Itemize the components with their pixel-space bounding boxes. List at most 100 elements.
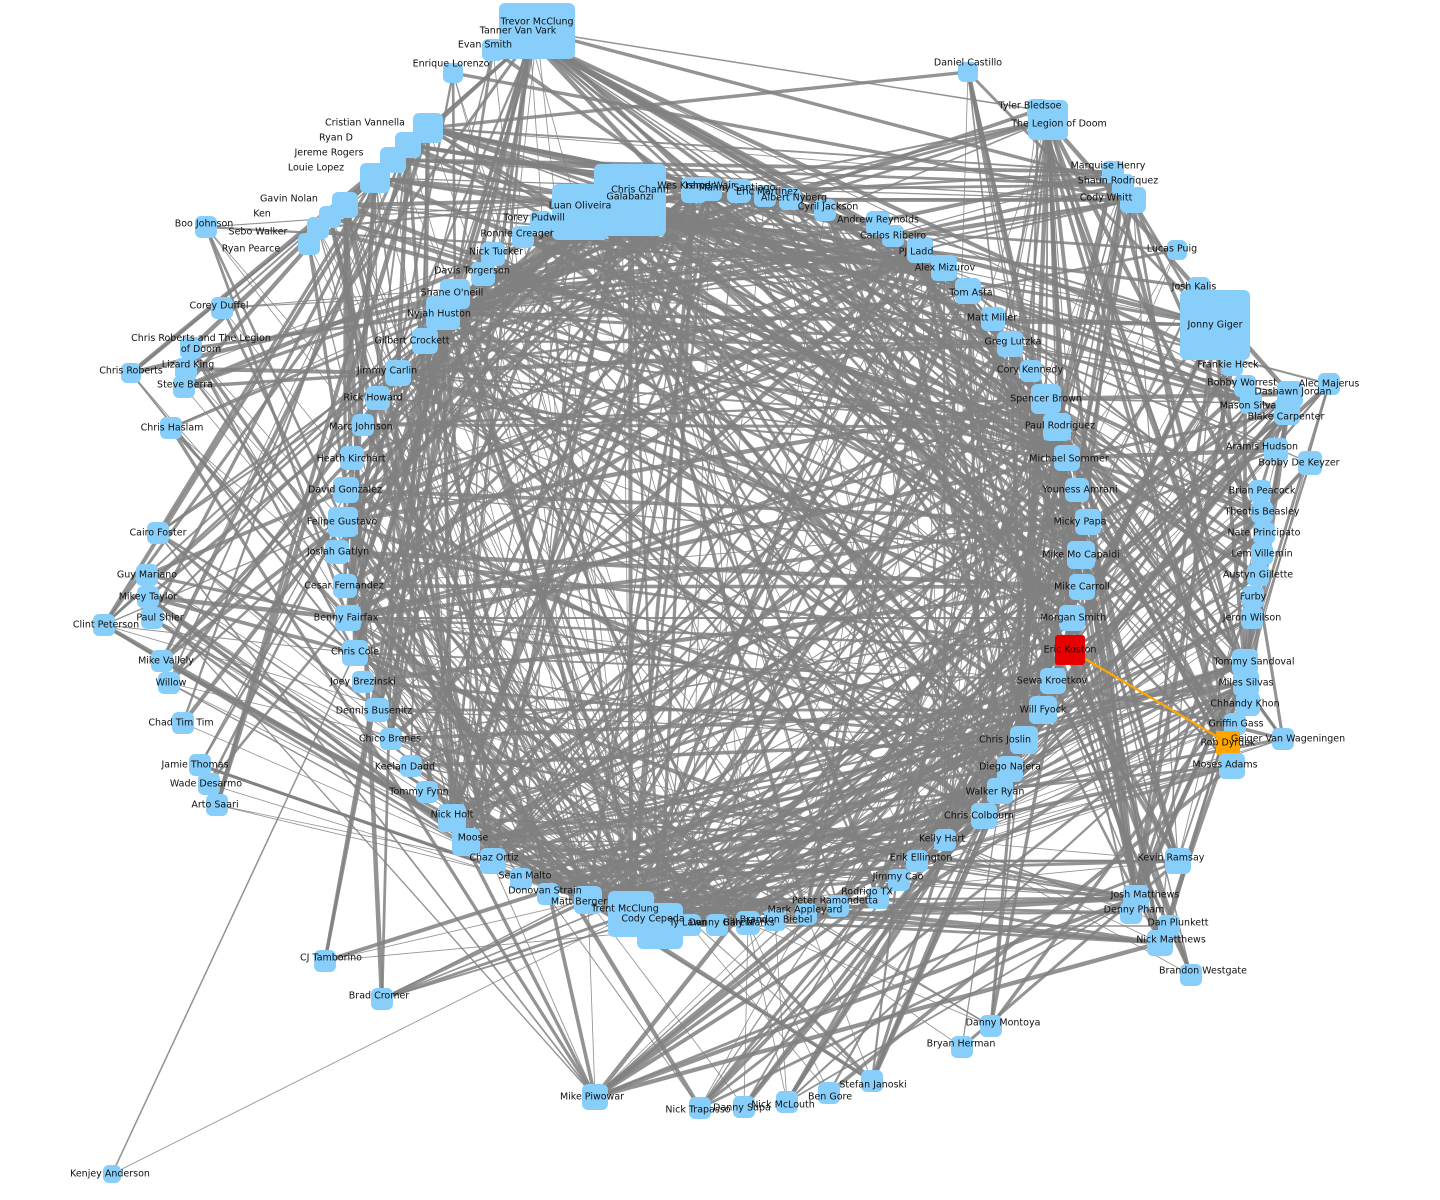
graph-node[interactable] bbox=[1055, 635, 1085, 665]
graph-node[interactable] bbox=[997, 756, 1023, 782]
graph-node[interactable] bbox=[736, 911, 760, 935]
graph-node[interactable] bbox=[333, 574, 357, 598]
graph-node[interactable] bbox=[1224, 713, 1246, 735]
graph-node[interactable] bbox=[482, 39, 504, 61]
graph-node[interactable] bbox=[342, 640, 368, 666]
graph-node[interactable] bbox=[1028, 100, 1068, 140]
graph-node[interactable] bbox=[325, 540, 349, 564]
graph-node[interactable] bbox=[1180, 290, 1250, 360]
graph-node[interactable] bbox=[1054, 445, 1080, 471]
graph-node[interactable] bbox=[175, 358, 197, 380]
graph-node[interactable] bbox=[1274, 399, 1300, 425]
graph-node[interactable] bbox=[366, 386, 390, 410]
graph-node[interactable] bbox=[776, 1091, 798, 1113]
graph-node[interactable] bbox=[1120, 187, 1146, 213]
graph-node[interactable] bbox=[934, 829, 956, 851]
graph-node[interactable] bbox=[1167, 240, 1187, 260]
graph-node[interactable] bbox=[360, 163, 390, 193]
graph-node[interactable] bbox=[172, 712, 194, 734]
graph-node[interactable] bbox=[352, 414, 374, 436]
graph-node[interactable] bbox=[827, 895, 849, 917]
graph-node[interactable] bbox=[93, 614, 115, 636]
graph-node[interactable] bbox=[1234, 375, 1256, 397]
graph-node[interactable] bbox=[512, 226, 534, 248]
graph-node[interactable] bbox=[1253, 522, 1275, 544]
graph-node[interactable] bbox=[1233, 670, 1259, 696]
graph-node[interactable] bbox=[1075, 509, 1101, 535]
graph-node[interactable] bbox=[1298, 451, 1322, 475]
graph-node[interactable] bbox=[189, 754, 211, 776]
graph-node[interactable] bbox=[335, 605, 361, 631]
graph-node[interactable] bbox=[733, 1096, 755, 1118]
graph-node[interactable] bbox=[340, 446, 364, 470]
graph-node[interactable] bbox=[1219, 753, 1245, 779]
graph-node[interactable] bbox=[160, 417, 182, 439]
graph-node[interactable] bbox=[1240, 392, 1262, 414]
graph-node[interactable] bbox=[1272, 728, 1294, 750]
graph-node[interactable] bbox=[867, 887, 889, 909]
graph-node[interactable] bbox=[679, 914, 701, 936]
graph-node[interactable] bbox=[412, 328, 438, 354]
graph-node[interactable] bbox=[1147, 930, 1173, 956]
graph-node[interactable] bbox=[151, 650, 173, 672]
graph-node[interactable] bbox=[141, 607, 163, 629]
graph-node[interactable] bbox=[955, 278, 981, 304]
graph-node[interactable] bbox=[147, 522, 169, 544]
graph-node[interactable] bbox=[1251, 543, 1273, 565]
graph-node[interactable] bbox=[971, 803, 997, 829]
graph-node[interactable] bbox=[537, 883, 559, 905]
graph-node[interactable] bbox=[637, 903, 683, 949]
graph-node[interactable] bbox=[1236, 692, 1260, 716]
graph-node[interactable] bbox=[173, 376, 195, 398]
graph-node[interactable] bbox=[438, 804, 466, 832]
graph-node[interactable] bbox=[1242, 586, 1264, 608]
graph-node[interactable] bbox=[1020, 360, 1042, 382]
graph-node[interactable] bbox=[907, 237, 933, 263]
graph-node[interactable] bbox=[861, 1070, 883, 1092]
graph-node[interactable] bbox=[574, 886, 602, 914]
graph-node[interactable] bbox=[180, 337, 202, 359]
graph-node[interactable] bbox=[888, 869, 910, 891]
graph-node[interactable] bbox=[365, 698, 389, 722]
graph-node[interactable] bbox=[1010, 726, 1038, 754]
graph-node[interactable] bbox=[698, 177, 722, 201]
graph-node[interactable] bbox=[103, 1165, 121, 1183]
graph-node[interactable] bbox=[480, 848, 506, 874]
graph-node[interactable] bbox=[1040, 668, 1066, 694]
graph-node[interactable] bbox=[997, 331, 1023, 357]
graph-node[interactable] bbox=[1251, 501, 1273, 523]
graph-node[interactable] bbox=[121, 363, 141, 383]
graph-node[interactable] bbox=[981, 307, 1005, 331]
graph-node[interactable] bbox=[1029, 696, 1057, 724]
graph-node[interactable] bbox=[206, 794, 228, 816]
graph-node[interactable] bbox=[1043, 413, 1071, 441]
graph-node[interactable] bbox=[1165, 848, 1191, 874]
graph-node[interactable] bbox=[1067, 541, 1095, 569]
graph-node[interactable] bbox=[1180, 964, 1202, 986]
graph-node[interactable] bbox=[158, 672, 180, 694]
graph-node[interactable] bbox=[931, 255, 957, 281]
graph-node[interactable] bbox=[136, 564, 158, 586]
graph-node[interactable] bbox=[1069, 574, 1095, 600]
graph-node[interactable] bbox=[328, 507, 358, 537]
graph-node[interactable] bbox=[1249, 480, 1271, 502]
graph-node[interactable] bbox=[352, 671, 374, 693]
graph-node[interactable] bbox=[1065, 478, 1089, 502]
graph-node[interactable] bbox=[1241, 607, 1263, 629]
graph-node[interactable] bbox=[754, 185, 776, 207]
graph-node[interactable] bbox=[195, 216, 217, 238]
graph-node[interactable] bbox=[510, 868, 532, 890]
graph-node[interactable] bbox=[1247, 564, 1269, 586]
graph-node[interactable] bbox=[137, 586, 159, 608]
graph-node[interactable] bbox=[987, 778, 1013, 804]
graph-node[interactable] bbox=[314, 950, 336, 972]
graph-node[interactable] bbox=[333, 477, 359, 503]
graph-node[interactable] bbox=[530, 211, 552, 233]
graph-node[interactable] bbox=[882, 225, 904, 247]
graph-node[interactable] bbox=[380, 728, 402, 750]
graph-node[interactable] bbox=[906, 850, 928, 872]
graph-node[interactable] bbox=[764, 909, 786, 931]
graph-node[interactable] bbox=[426, 296, 460, 330]
graph-node[interactable] bbox=[471, 262, 495, 286]
graph-node[interactable] bbox=[1120, 902, 1142, 924]
